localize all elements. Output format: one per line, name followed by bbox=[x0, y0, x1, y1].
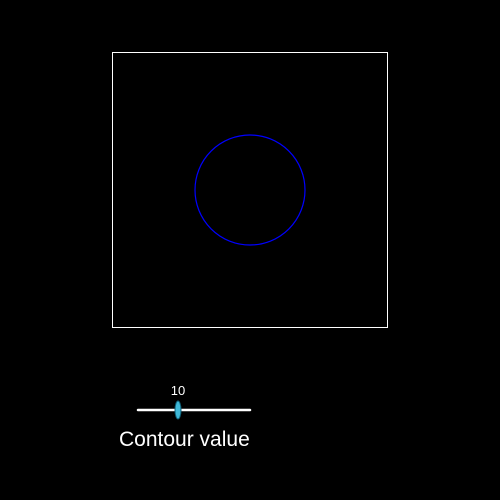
slider-title: Contour value bbox=[119, 428, 250, 451]
contour-circle bbox=[194, 134, 306, 246]
outline-box bbox=[112, 52, 388, 328]
slider-value-label: 10 bbox=[170, 383, 186, 398]
slider-handle[interactable] bbox=[174, 400, 182, 420]
